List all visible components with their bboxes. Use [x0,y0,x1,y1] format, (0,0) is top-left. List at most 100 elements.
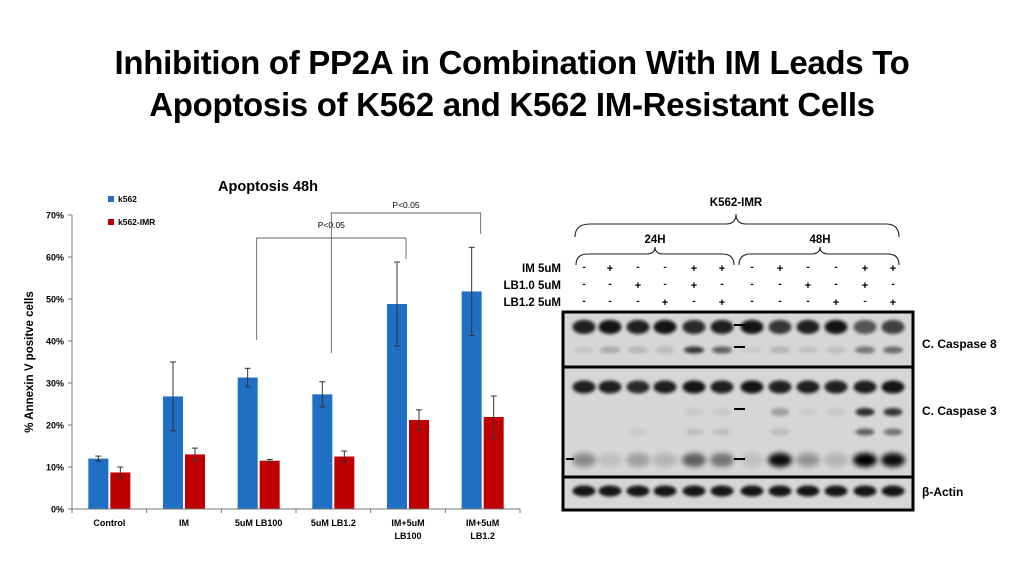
blot-bands [572,485,905,497]
treatment-sign: - [778,279,781,290]
treatment-sign: + [777,263,783,275]
treatment-sign: - [720,279,723,290]
y-tick-label: 60% [46,253,64,263]
bar-k562-IMR [483,417,504,509]
error-bar [490,395,497,439]
y-tick-label: 50% [46,295,64,305]
bar-k562 [461,291,482,509]
timepoint-label: 24H [644,234,665,246]
treatment-sign: + [833,297,839,309]
significance-annotations: P<0.05P<0.05 [256,200,482,353]
x-tick-label: 5uM LB100 [235,518,283,528]
timepoint-label: 48H [809,234,830,246]
error-bar [266,458,273,463]
blot-panel-label: C. Caspase 3 [922,404,997,418]
treatment-sign: - [778,296,781,307]
treatment-sign: + [862,263,868,275]
bar-k562 [163,396,183,509]
treatment-sign: + [719,263,725,275]
treatment-sign: - [582,279,585,290]
bracket-24h [575,246,735,266]
x-tick-label: Control [93,518,125,528]
treatment-sign: + [691,280,697,292]
bracket-k562-imr [574,213,900,238]
error-bar [394,261,400,347]
y-tick-label: 70% [46,211,64,221]
treatment-sign: - [834,279,837,290]
bar-k562 [387,304,407,509]
x-axis: Control IM 5uM LB100 5uM LB1.2 IM+5uM LB100 IM… [71,508,521,541]
blot-cell-line-label: K562-IMR [710,197,763,209]
x-tick-label: IM+5uM LB100 [391,518,424,541]
blot-panel-label: C. Caspase 8 [922,337,997,351]
bar-k562-IMR [110,472,131,509]
error-bar [117,466,124,479]
treatment-sign: + [635,280,641,292]
bar-k562 [237,377,258,509]
treatment-sign: + [607,263,613,275]
blot-bands [572,320,905,354]
y-tick-label: 20% [46,421,64,431]
treatment-sign: - [608,279,611,290]
blot-panel: β-Actin [561,475,963,512]
treatment-sign: + [719,297,725,309]
treatment-sign: - [636,262,639,273]
x-tick-label: IM+5uM LB1.2 [466,518,499,541]
chart-title: Apoptosis 48h [218,179,318,195]
legend-label: k562 [118,194,137,204]
treatment-sign: + [662,297,668,309]
blot-panel: C. Caspase 8 [561,310,997,369]
treatment-sign: - [750,279,753,290]
treatment-rows: IM 5uM - + - - + + - + - - + + LB1.0 5uM - - + - + - - - + - + - L… [503,262,896,309]
treatment-sign: - [806,262,809,273]
treatment-sign: + [890,263,896,275]
blot-membrane [563,477,913,510]
significance-bracket: P<0.05 [330,200,482,353]
treatment-sign: - [806,296,809,307]
treatment-sign: + [805,280,811,292]
slide-title-line-1: Inhibition of PP2A in Combination With I… [114,44,910,81]
y-tick-label: 40% [46,337,64,347]
treatment-sign: - [582,296,585,307]
treatment-sign: + [862,280,868,292]
error-bar [244,367,251,388]
error-bar [170,361,176,432]
y-axis: 0% 10% 20% 30% 40% 50% 60% 70% [46,211,73,515]
bar-k562-IMR [185,454,205,509]
legend-swatch [108,196,114,202]
chart-legend: k562 k562-IMR [108,194,155,227]
bar-k562-IMR [334,456,355,509]
bar-k562 [312,394,333,509]
blot-panels: C. Caspase 8 C. Caspase 3 β-Actin [561,310,997,512]
y-tick-label: 30% [46,379,64,389]
treatment-sign: - [863,296,866,307]
blot-panel-label: β-Actin [922,485,963,499]
treatment-sign: - [750,296,753,307]
slide-title-line-2: Apoptosis of K562 and K562 IM-Resistant … [149,86,875,123]
treatment-label: LB1.0 5uM [503,280,561,292]
error-bar [95,455,102,462]
treatment-sign: + [691,263,697,275]
blot-brackets: 24H 48H [574,213,900,266]
error-bar [192,447,198,462]
error-bar [341,450,348,463]
blot-panel: C. Caspase 3 [561,365,997,479]
slide-title: Inhibition of PP2A in Combination With I… [0,42,1024,126]
treatment-sign: - [692,296,695,307]
treatment-sign: - [582,262,585,273]
y-tick-label: 0% [51,505,64,515]
treatment-label: IM 5uM [522,263,561,275]
chart-bars [88,246,504,509]
blot-membrane [563,312,913,367]
blot-bands [566,380,905,467]
treatment-sign: - [750,262,753,273]
treatment-sign: - [636,296,639,307]
legend-label: k562-IMR [118,217,155,227]
treatment-label: LB1.2 5uM [503,297,561,309]
bar-k562-IMR [409,419,429,509]
significance-label: P<0.05 [392,200,419,210]
blot-frame [561,475,915,512]
x-tick-label: 5uM LB1.2 [311,518,356,528]
y-tick-label: 10% [46,463,64,473]
